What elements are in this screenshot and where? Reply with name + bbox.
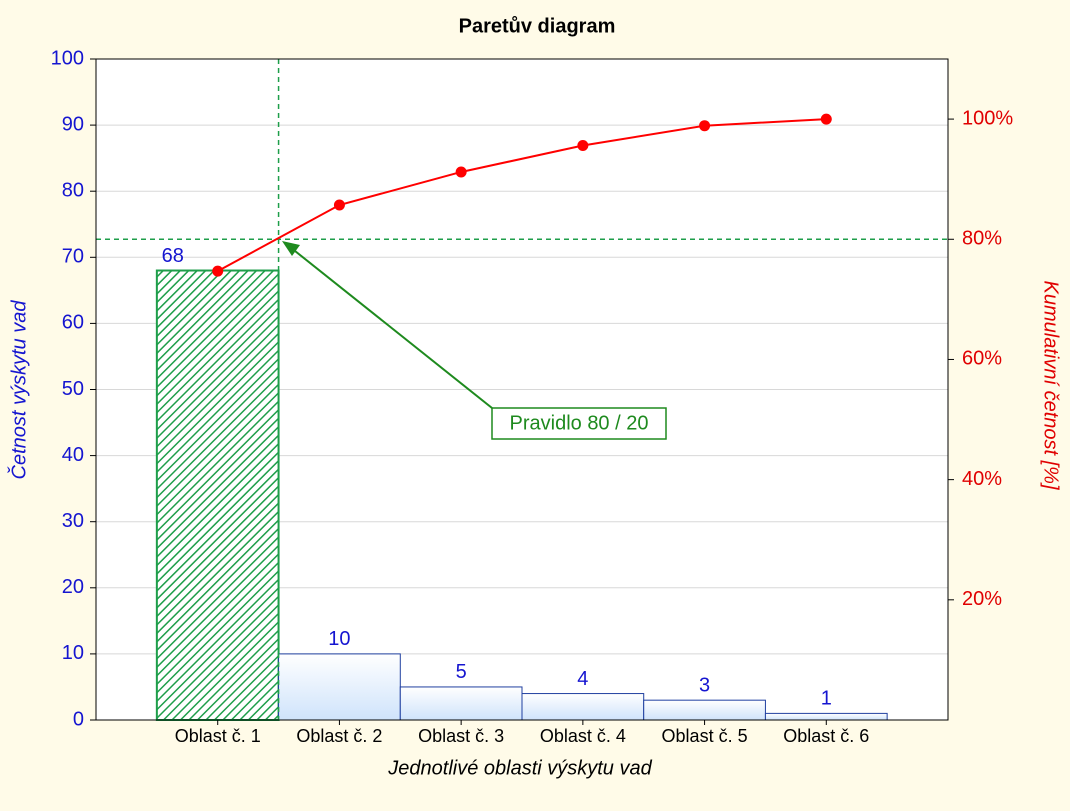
y-tick-label: 100 <box>51 47 84 69</box>
y2-tick-label: 80% <box>962 228 1002 250</box>
y2-tick-label: 100% <box>962 107 1013 129</box>
cumulative-point <box>333 199 345 211</box>
x-axis-title: Jednotlivé oblasti výskytu vad <box>387 757 652 779</box>
annotation-arrowhead <box>282 241 300 256</box>
y-tick-label: 0 <box>73 708 84 730</box>
data-label: 4 <box>577 668 588 690</box>
data-label: 68 <box>162 245 184 267</box>
data-label: 1 <box>821 688 832 710</box>
y-tick-label: 10 <box>62 642 84 664</box>
plot-frame <box>95 58 949 721</box>
x-tick-label: Oblast č. 5 <box>662 726 748 746</box>
bar <box>278 653 401 721</box>
bar <box>764 712 888 721</box>
y-axis-title: Četnost výskytu vad <box>7 300 30 480</box>
y-tick-label: 70 <box>62 246 84 268</box>
data-label: 3 <box>699 674 710 696</box>
cumulative-point <box>455 166 467 178</box>
cumulative-point <box>577 140 589 152</box>
bar <box>399 686 523 721</box>
cumulative-line <box>217 118 827 272</box>
y2-axis-title: Kumulativní četnost [%] <box>1040 281 1062 490</box>
y2-tick-label: 40% <box>962 468 1002 490</box>
data-label: 10 <box>328 628 350 650</box>
annotation: Pravidlo 80 / 20 <box>510 412 649 434</box>
cumulative-point <box>212 265 224 277</box>
annotation-arrow <box>289 246 493 409</box>
cumulative-point <box>699 120 711 132</box>
bar <box>521 693 645 721</box>
y-tick-label: 20 <box>62 576 84 598</box>
annotation-box <box>491 407 667 440</box>
y-tick-label: 90 <box>62 113 84 135</box>
data-label: 5 <box>456 661 467 683</box>
chart-title: Paretův diagram <box>459 15 616 37</box>
cumulative-point <box>820 113 832 125</box>
y-tick-label: 60 <box>62 312 84 334</box>
y2-tick-label: 20% <box>962 588 1002 610</box>
x-tick-label: Oblast č. 4 <box>540 726 626 746</box>
y-tick-label: 50 <box>62 378 84 400</box>
bar <box>643 699 766 721</box>
x-tick-label: Oblast č. 3 <box>418 726 504 746</box>
y-tick-label: 30 <box>62 510 84 532</box>
bar <box>155 269 280 721</box>
y-tick-label: 40 <box>62 444 84 466</box>
x-tick-label: Oblast č. 6 <box>783 726 869 746</box>
y2-tick-label: 60% <box>962 348 1002 370</box>
y-tick-label: 80 <box>62 179 84 201</box>
x-tick-label: Oblast č. 1 <box>175 726 261 746</box>
x-tick-label: Oblast č. 2 <box>296 726 382 746</box>
